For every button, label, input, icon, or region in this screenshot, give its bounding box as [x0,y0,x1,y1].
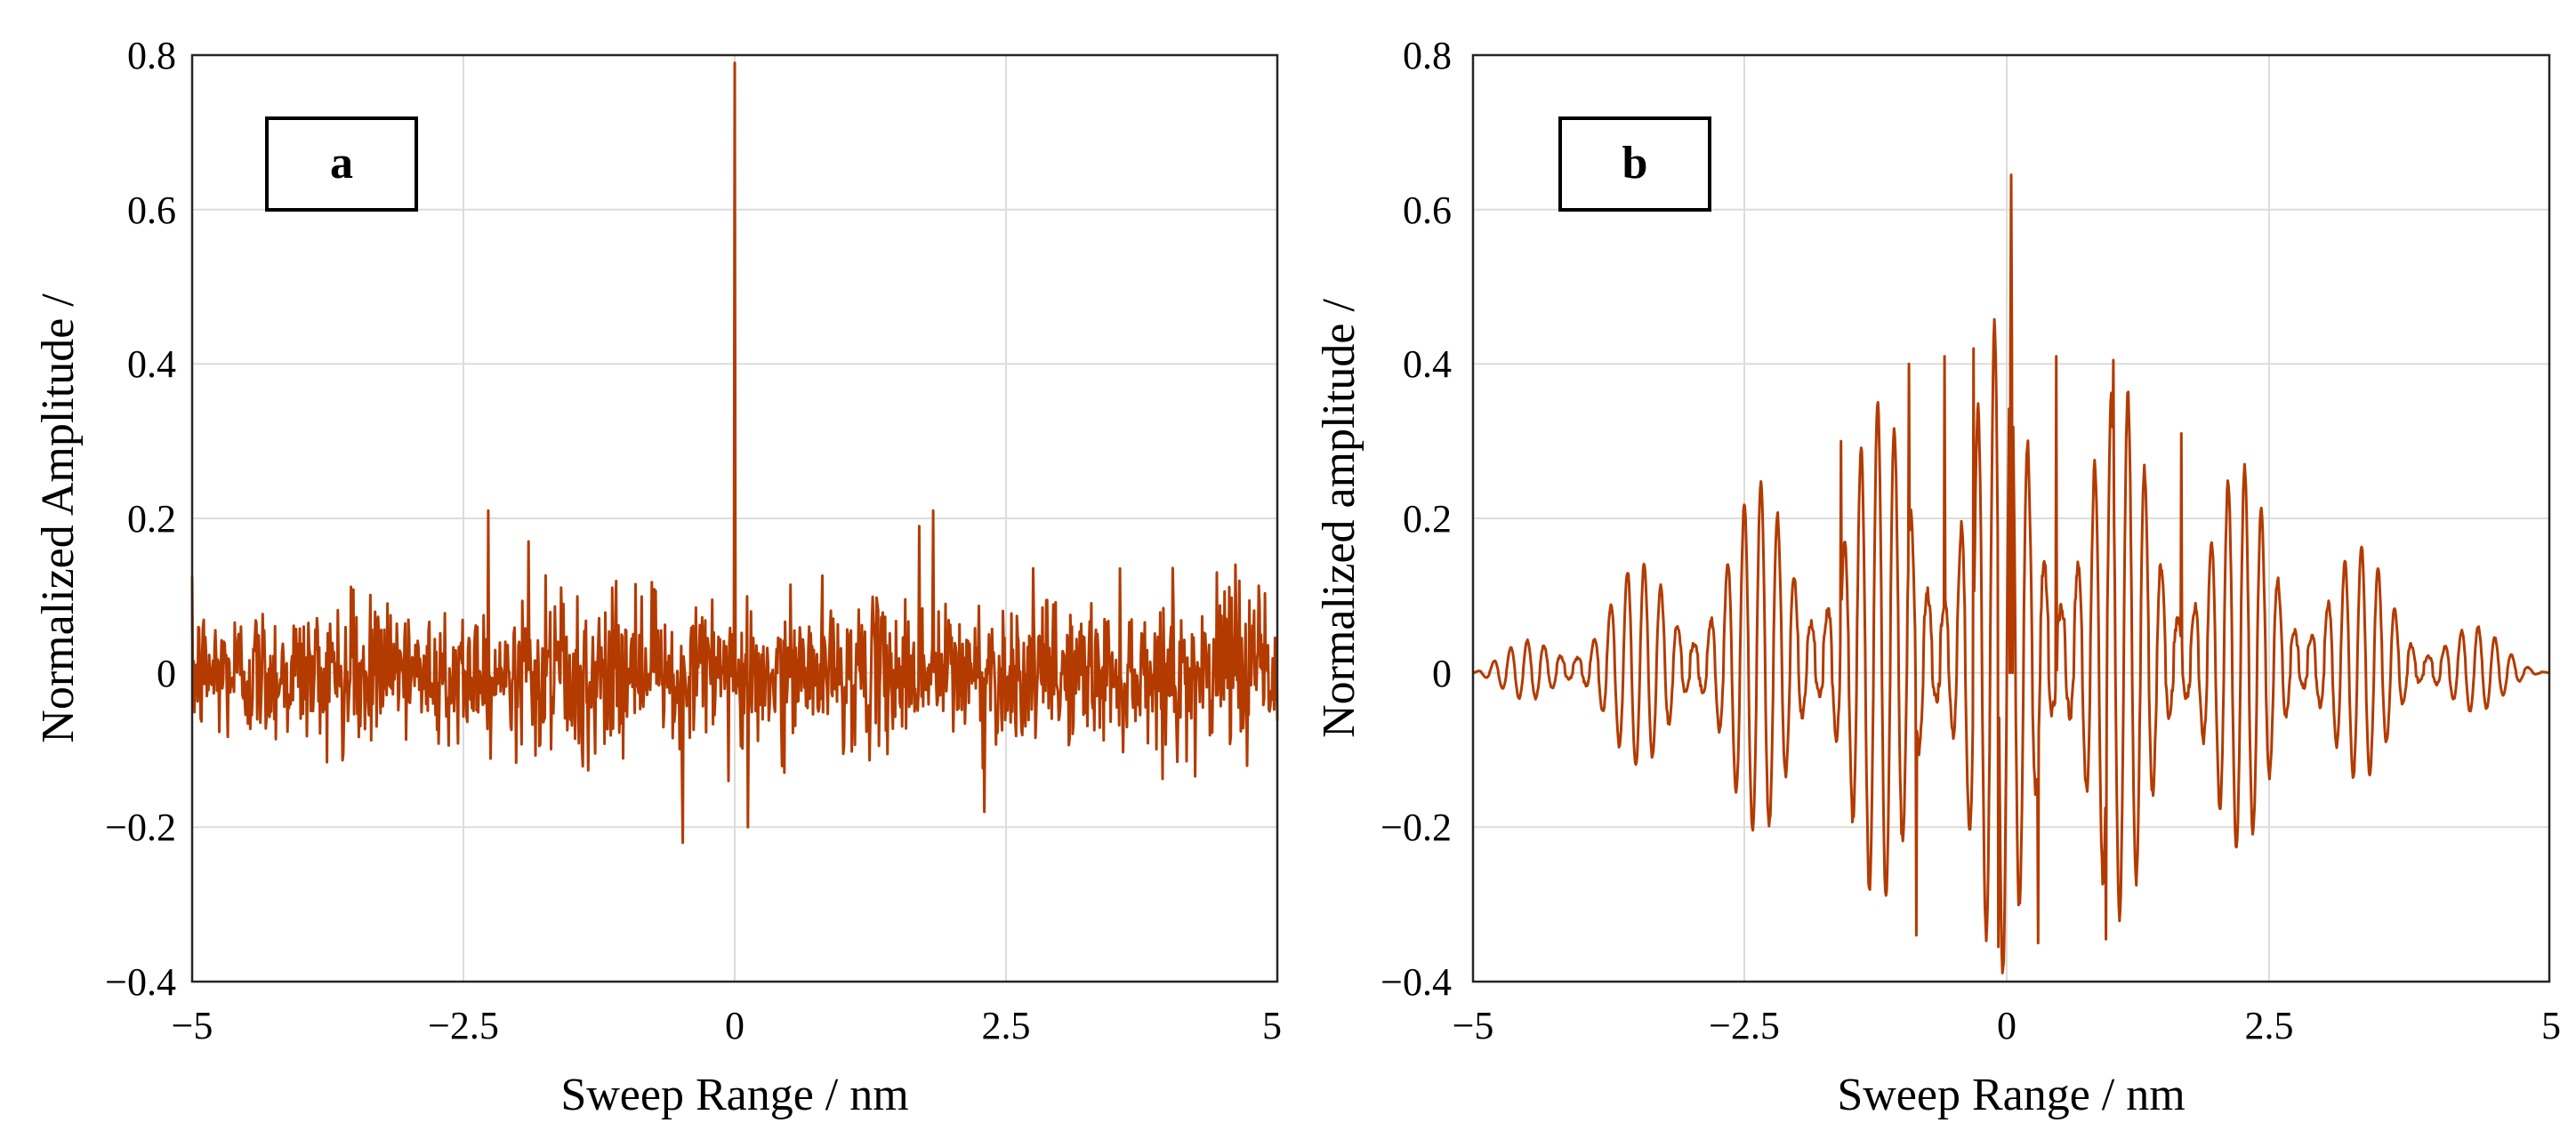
panel-label-box: a [265,116,418,212]
chart-panel-b: 0.8 0.6 0.4 0.2 0 −0.2 −0.4 −5 −2.5 0 2.… [1314,34,2561,1120]
x-tick-label: 2.5 [982,1004,1031,1047]
x-tick-label: −5 [172,1004,213,1047]
y-tick-label: 0 [157,652,176,695]
x-tick-label: 5 [2541,1004,2561,1047]
y-tick-label: −0.4 [105,960,176,1004]
x-axis-label: Sweep Range / nm [1837,1070,2185,1120]
y-tick-label: 0.8 [1403,34,1452,77]
axes-frame [1471,53,2551,983]
y-tick-labels: 0.8 0.6 0.4 0.2 0 −0.2 −0.4 [1381,34,1452,1004]
y-tick-label: 0.4 [1403,342,1452,386]
x-tick-label: 0 [1997,1004,2017,1047]
y-tick-label: 0.6 [1403,188,1452,232]
y-tick-label: 0.6 [127,188,176,232]
x-tick-label: −5 [1453,1004,1494,1047]
y-tick-label: 0.2 [1403,497,1452,541]
chart-panel-a: 0.8 0.6 0.4 0.2 0 −0.2 −0.4 −5 −2.5 0 2.… [33,34,1282,1120]
y-tick-label: −0.2 [105,806,176,849]
y-tick-label: −0.4 [1381,960,1452,1004]
data-line [190,61,1279,845]
panel-label: b [1622,138,1648,188]
data-line [1472,173,2550,975]
y-tick-label: 0.8 [127,34,176,77]
y-tick-label: −0.2 [1381,806,1452,849]
y-axis-label: Normalized amplitude / [1314,299,1364,738]
x-tick-label: −2.5 [428,1004,499,1047]
y-tick-label: 0 [1432,652,1452,695]
panel-label-box: b [1558,116,1711,212]
y-tick-label: 0.4 [127,342,176,386]
axes-frame [190,53,1279,983]
y-axis-label: Normalized Amplitude / [33,293,84,743]
x-tick-label: 5 [1262,1004,1282,1047]
x-tick-labels: −5 −2.5 0 2.5 5 [1453,1004,2561,1047]
panel-label: a [330,138,353,188]
x-tick-label: 2.5 [2245,1004,2294,1047]
x-tick-label: 0 [725,1004,745,1047]
x-tick-labels: −5 −2.5 0 2.5 5 [172,1004,1282,1047]
y-tick-label: 0.2 [127,497,176,541]
x-axis-label: Sweep Range / nm [560,1070,908,1120]
y-tick-labels: 0.8 0.6 0.4 0.2 0 −0.2 −0.4 [105,34,176,1004]
x-tick-label: −2.5 [1709,1004,1780,1047]
